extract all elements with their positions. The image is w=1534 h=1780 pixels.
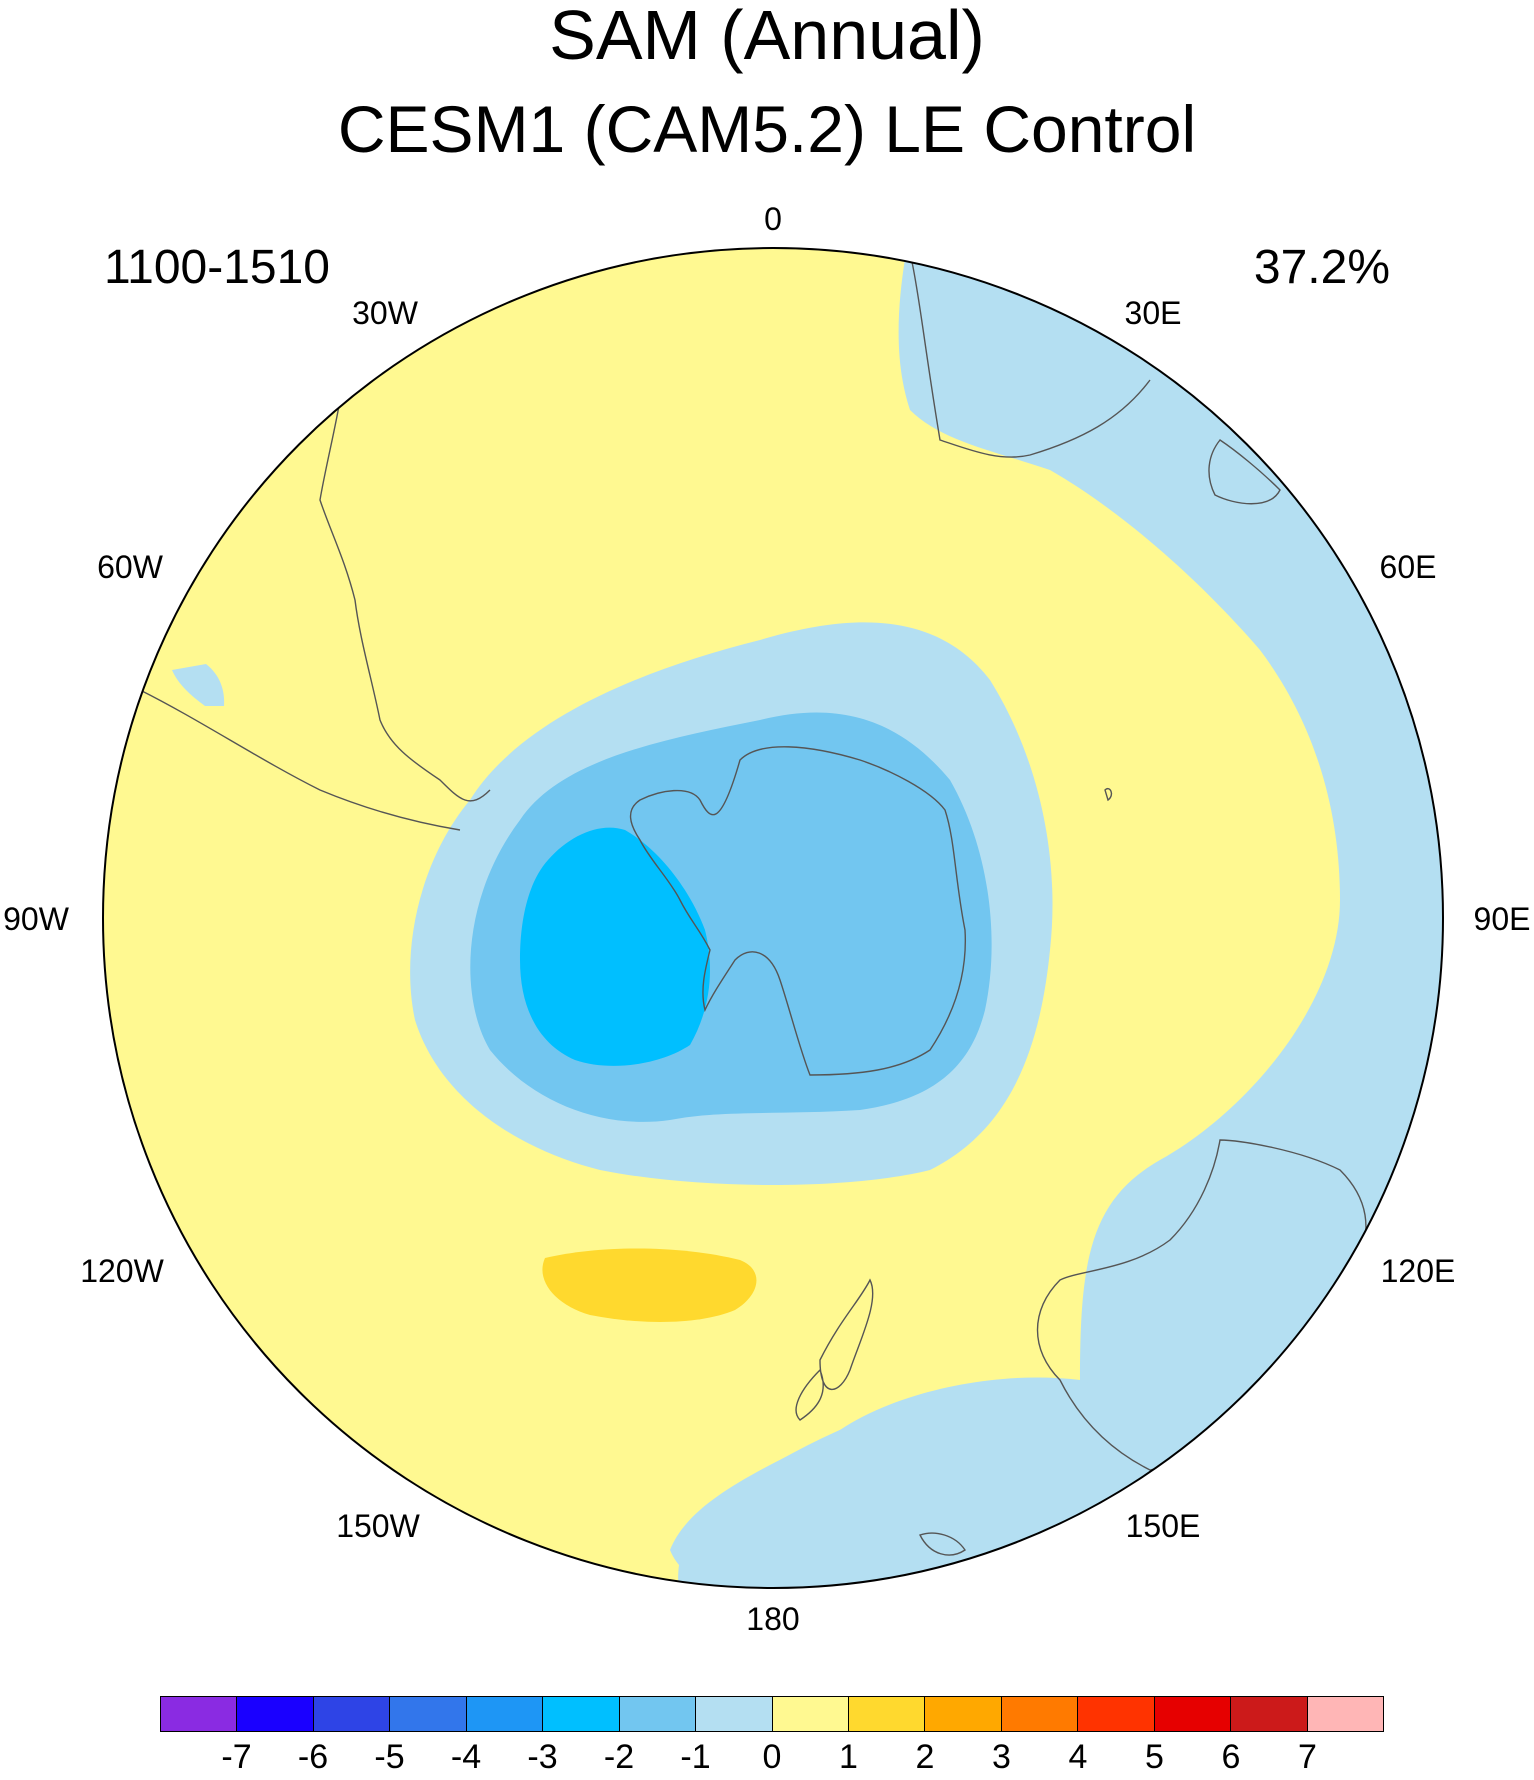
lon-label-30e: 30E — [1125, 295, 1182, 331]
colorbar-tick-label: 7 — [1298, 1738, 1317, 1776]
polar-map: 0 30E 60E 90E 120E 150E 180 150W 120W 90… — [3, 201, 1530, 1637]
colorbar — [160, 1696, 1384, 1732]
variance-explained-label: 37.2% — [1253, 241, 1390, 294]
colorbar-box — [1001, 1697, 1079, 1731]
new-zealand-coast — [795, 1278, 874, 1421]
colorbar-tick-label: 4 — [1068, 1738, 1088, 1776]
colorbar-tick-label: 1 — [839, 1738, 858, 1776]
colorbar-box — [543, 1697, 620, 1731]
antarctica-coast — [629, 746, 967, 1076]
colorbar-box — [466, 1697, 544, 1731]
lon-label-90w: 90W — [3, 901, 70, 937]
lon-label-150w: 150W — [336, 1508, 420, 1544]
map-frame — [102, 247, 1444, 1589]
lon-label-150e: 150E — [1126, 1508, 1201, 1544]
lon-label-120w: 120W — [80, 1253, 164, 1289]
madagascar-coast — [1208, 439, 1281, 505]
africa-coast — [911, 261, 1151, 458]
colorbar-tick-label: -4 — [450, 1738, 482, 1776]
colorbar-box — [696, 1697, 773, 1731]
positive-region-moderate — [542, 1248, 757, 1322]
colorbar-tick-label: -3 — [527, 1738, 558, 1776]
colorbar-box — [390, 1697, 467, 1731]
lon-label-90e: 90E — [1474, 901, 1531, 937]
period-label: 1100-1510 — [104, 241, 330, 294]
map-subtitle: CESM1 (CAM5.2) LE Control — [337, 92, 1197, 166]
colorbar-box — [237, 1697, 314, 1731]
lon-label-30w: 30W — [352, 295, 419, 331]
negative-patch-west — [172, 664, 225, 706]
lon-label-60w: 60W — [97, 549, 164, 585]
colorbar-tick-label: 3 — [992, 1738, 1011, 1776]
lon-label-60e: 60E — [1380, 549, 1437, 585]
colorbar-box — [1154, 1697, 1232, 1731]
south-america-pacific-coast — [139, 689, 461, 831]
colorbar-box — [1231, 1697, 1308, 1731]
negative-region-center-strong — [520, 827, 710, 1066]
colorbar-tick-labels: -7 -6 -5 -4 -3 -2 -1 0 1 2 3 4 5 6 7 — [0, 1740, 1534, 1780]
lon-label-120e: 120E — [1381, 1253, 1456, 1289]
colorbar-tick-label: 2 — [915, 1738, 935, 1776]
colorbar-tick-label: -6 — [297, 1738, 329, 1776]
colorbar-box — [1307, 1697, 1383, 1731]
map-title: SAM (Annual) — [549, 0, 985, 74]
colorbar-tick-label: 5 — [1145, 1738, 1164, 1776]
colorbar-tick-label: -7 — [221, 1738, 252, 1776]
kerguelen-coast — [1104, 788, 1113, 802]
lon-label-180: 180 — [746, 1601, 799, 1637]
colorbar-tick-label: 0 — [762, 1738, 782, 1776]
colorbar-tick-label: -1 — [680, 1738, 711, 1776]
colorbar-box — [1078, 1697, 1155, 1731]
colorbar-box — [161, 1697, 238, 1731]
negative-region-south — [678, 1380, 1300, 1588]
colorbar-box — [619, 1697, 697, 1731]
colorbar-tick-label: -2 — [603, 1738, 635, 1776]
tasmania-coast — [919, 1532, 966, 1556]
colorbar-box — [925, 1697, 1002, 1731]
colorbar-tick-label: 6 — [1221, 1738, 1241, 1776]
map-disc — [103, 248, 1443, 1588]
colorbar-box — [848, 1697, 926, 1731]
colorbar-box — [313, 1697, 391, 1731]
colorbar-tick-label: -5 — [374, 1738, 405, 1776]
longitude-labels: 0 30E 60E 90E 120E 150E 180 150W 120W 90… — [3, 201, 1530, 1637]
south-america-coast — [319, 399, 491, 802]
colorbar-box — [772, 1697, 849, 1731]
lon-label-0: 0 — [764, 201, 782, 237]
